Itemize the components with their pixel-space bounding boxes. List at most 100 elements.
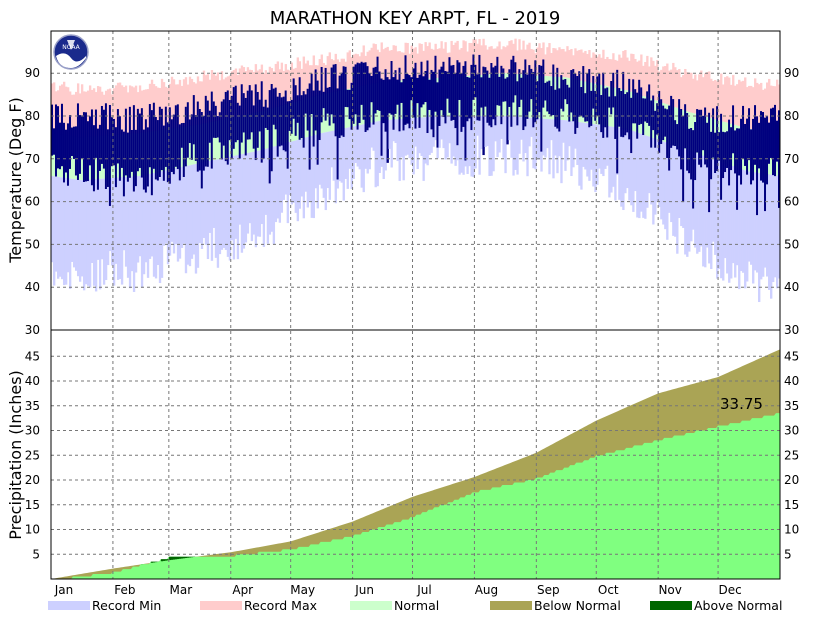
record-max-bar: [546, 47, 549, 77]
temp-tick-label: 70: [784, 152, 799, 166]
actual-temp-bar: [144, 119, 148, 193]
actual-temp-bar: [678, 99, 681, 157]
record-max-bar: [368, 50, 371, 85]
record-max-bar: [168, 83, 172, 129]
record-min-bar: [492, 116, 495, 172]
record-min-bar: [64, 177, 68, 285]
record-min-bar: [390, 119, 393, 168]
actual-temp-bar: [414, 62, 417, 129]
record-min-bar: [556, 119, 559, 174]
month-tick-label: Aug: [475, 583, 498, 597]
record-min-bar: [178, 167, 182, 259]
record-max-bar: [652, 60, 655, 100]
record-min-bar: [314, 134, 317, 189]
record-min-bar: [452, 116, 455, 157]
record-max-bar: [696, 80, 699, 115]
record-max-bar: [704, 73, 707, 117]
record-min-bar: [330, 131, 333, 168]
record-max-bar: [730, 84, 733, 124]
normal-range-bar: [360, 86, 363, 125]
record-max-bar: [468, 42, 471, 76]
record-max-bar: [304, 63, 307, 100]
record-min-bar: [182, 166, 186, 244]
actual-temp-bar: [66, 123, 70, 186]
record-min-bar: [460, 116, 463, 173]
record-max-bar: [286, 69, 290, 105]
record-min-bar: [738, 168, 741, 290]
actual-temp-bar: [56, 106, 60, 169]
record-max-bar: [284, 64, 288, 105]
record-max-bar: [96, 86, 100, 137]
record-min-bar: [466, 116, 469, 174]
precip-tick-label: 40: [784, 374, 799, 388]
record-max-bar: [130, 86, 134, 134]
record-max-bar: [422, 50, 425, 79]
record-min-bar: [60, 177, 64, 280]
record-max-bar: [452, 44, 455, 77]
record-min-bar: [82, 180, 86, 291]
record-min-bar: [592, 124, 595, 187]
record-min-bar: [428, 116, 431, 155]
record-min-bar: [478, 116, 481, 175]
record-min-bar: [652, 137, 655, 225]
record-min-bar: [340, 128, 343, 183]
record-max-bar: [548, 43, 551, 77]
record-max-bar: [680, 77, 683, 110]
record-min-bar: [294, 140, 298, 213]
actual-temp-bar: [482, 66, 485, 156]
record-min-bar: [216, 159, 220, 268]
record-max-bar: [580, 49, 583, 81]
record-min-bar: [166, 170, 170, 265]
actual-temp-bar: [638, 79, 641, 125]
record-min-bar: [444, 116, 447, 160]
actual-temp-bar: [766, 115, 769, 185]
above-normal-bar: [170, 556, 174, 560]
actual-temp-bar: [268, 90, 272, 184]
actual-temp-bar: [168, 107, 172, 184]
precip-tick-label: 45: [25, 349, 40, 363]
month-tick-label: Dec: [718, 583, 741, 597]
actual-temp-bar: [614, 96, 617, 139]
record-min-bar: [774, 175, 777, 278]
actual-temp-bar: [748, 108, 751, 161]
temp-tick-label: 70: [25, 152, 40, 166]
record-min-bar: [640, 133, 643, 212]
record-min-bar: [202, 162, 206, 238]
record-min-bar: [674, 145, 677, 237]
record-max-bar: [92, 88, 96, 137]
actual-temp-bar: [92, 125, 96, 192]
actual-temp-bar: [344, 66, 347, 107]
actual-temp-bar: [530, 68, 533, 100]
record-min-bar: [94, 179, 98, 292]
record-min-bar: [566, 120, 569, 161]
actual-temp-bar: [356, 62, 359, 130]
record-min-bar: [704, 156, 707, 268]
actual-temp-bar: [438, 69, 441, 126]
record-min-bar: [324, 132, 327, 211]
record-min-bar: [134, 176, 138, 273]
legend-swatch: [200, 601, 242, 610]
record-max-bar: [444, 42, 447, 78]
shared-tick-label: 30: [784, 323, 799, 337]
actual-temp-bar: [160, 108, 164, 171]
record-min-bar: [470, 116, 473, 177]
actual-temp-bar: [542, 59, 545, 108]
actual-temp-bar: [488, 77, 491, 126]
actual-temp-bar: [176, 104, 180, 170]
record-max-bar: [220, 71, 224, 120]
actual-temp-bar: [630, 97, 633, 154]
actual-temp-bar: [382, 79, 385, 124]
record-max-bar: [406, 42, 409, 81]
record-max-bar: [474, 39, 477, 76]
record-min-bar: [740, 168, 743, 272]
record-min-bar: [206, 161, 210, 260]
record-max-bar: [194, 83, 198, 126]
record-min-bar: [534, 118, 537, 170]
record-min-bar: [746, 170, 749, 282]
record-min-bar: [376, 121, 379, 187]
actual-temp-bar: [376, 56, 379, 111]
actual-temp-bar: [400, 82, 403, 103]
record-min-bar: [400, 118, 403, 158]
actual-temp-bar: [312, 90, 315, 147]
record-min-bar: [100, 178, 104, 260]
